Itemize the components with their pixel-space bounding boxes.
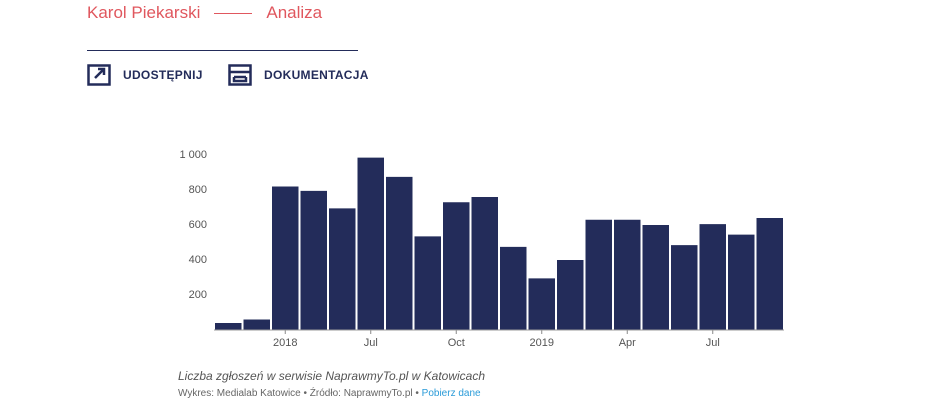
chart-caption: Liczba zgłoszeń w serwisie NaprawmyTo.pl… [178, 369, 486, 383]
download-link[interactable]: Pobierz dane [421, 388, 481, 399]
bar [557, 260, 584, 330]
y-tick-label: 400 [189, 254, 207, 266]
share-label: UDOSTĘPNIJ [123, 68, 203, 82]
bar [471, 197, 498, 330]
bar [300, 190, 327, 330]
separator [214, 13, 253, 15]
bar [756, 218, 783, 330]
y-tick-label: 200 [189, 289, 207, 301]
docs-label: DOKUMENTACJA [264, 68, 369, 82]
x-tick-label: Apr [619, 337, 636, 349]
x-tick-label: 2018 [273, 337, 297, 349]
y-tick-label: 800 [189, 184, 207, 196]
bar [215, 323, 242, 330]
bar [500, 246, 527, 330]
y-tick-label: 600 [189, 219, 207, 231]
x-tick-label: 2019 [530, 337, 554, 349]
bar [357, 157, 384, 330]
bar [329, 208, 356, 330]
section[interactable]: Analiza [266, 3, 323, 22]
share-button[interactable]: UDOSTĘPNIJ [87, 64, 203, 86]
source-line: Wykres: Medialab Katowice • Źródło: Napr… [178, 388, 481, 399]
share-icon [87, 64, 111, 86]
divider [87, 50, 358, 51]
bar [528, 278, 555, 330]
bar [699, 224, 726, 330]
author[interactable]: Karol Piekarski [87, 3, 201, 22]
bar [243, 319, 270, 330]
docs-button[interactable]: DOKUMENTACJA [228, 64, 369, 86]
bar [614, 219, 641, 330]
credit: Wykres: Medialab Katowice • Źródło: Napr… [178, 388, 419, 399]
x-tick-label: Jul [364, 337, 378, 349]
bar [272, 186, 299, 330]
x-tick-label: Oct [448, 337, 465, 349]
bar [386, 176, 413, 330]
bar [728, 234, 755, 330]
bar [443, 202, 470, 330]
x-tick-label: Jul [706, 337, 720, 349]
bar [414, 236, 441, 330]
bar [671, 245, 698, 330]
header: Karol Piekarski Analiza [87, 3, 322, 23]
chart: 200 400 600 800 1 000 2018 Jul Oct 2019 Apr Jul [179, 149, 784, 349]
docs-icon [228, 64, 252, 86]
bar [642, 225, 669, 330]
y-tick-label: 1 000 [179, 149, 207, 161]
bar [585, 219, 612, 330]
